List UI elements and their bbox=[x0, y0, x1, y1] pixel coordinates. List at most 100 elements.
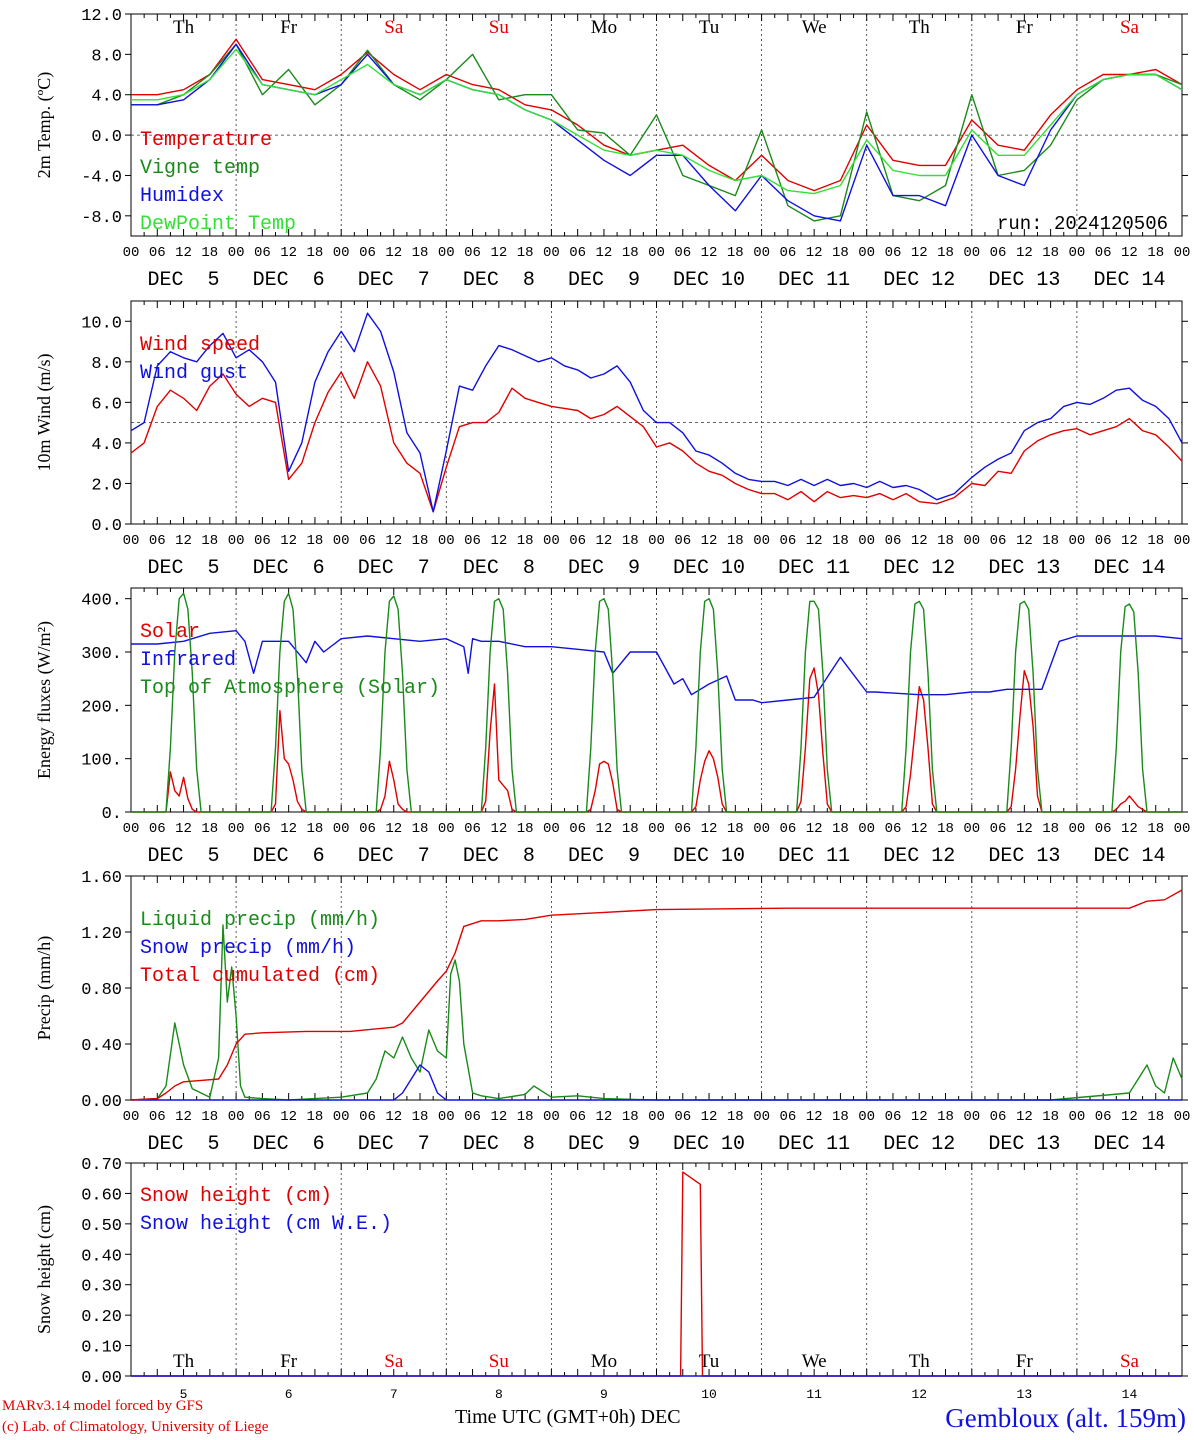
x-hour-label: 00 bbox=[333, 245, 350, 261]
x-hour-label: 18 bbox=[201, 245, 218, 261]
x-hour-label: 18 bbox=[517, 245, 534, 261]
x-hour-label: 06 bbox=[779, 1109, 796, 1125]
x-hour-label: 00 bbox=[858, 1109, 875, 1125]
x-hour-label: 00 bbox=[123, 821, 140, 837]
x-hour-label: 12 bbox=[175, 821, 192, 837]
x-hour-label: 00 bbox=[963, 1109, 980, 1125]
panel-snow: 0.00 0.10 0.20 0.30 0.40 0.50 0.60 0.70 Snow hei… bbox=[34, 1156, 1188, 1402]
x-date-label: DEC 9 bbox=[568, 1133, 640, 1156]
y-tick-label: 0.10 bbox=[81, 1339, 122, 1358]
x-hour-label: 06 bbox=[464, 533, 481, 549]
x-date-label: DEC 11 bbox=[778, 557, 850, 580]
legend-entry: Wind gust bbox=[140, 362, 248, 385]
x-date-label: DEC 14 bbox=[1093, 269, 1165, 292]
y-axis-label: 2m Temp. (ºC) bbox=[34, 72, 55, 178]
x-hour-label: 00 bbox=[648, 533, 665, 549]
x-hour-label: 18 bbox=[937, 821, 954, 837]
x-hour-label: 12 bbox=[806, 245, 823, 261]
x-hour-label: 12 bbox=[490, 1109, 507, 1125]
x-day-number: 5 bbox=[180, 1387, 188, 1402]
x-hour-label: 18 bbox=[832, 1109, 849, 1125]
x-hour-label: 00 bbox=[1174, 533, 1191, 549]
x-date-label: DEC 8 bbox=[463, 1133, 535, 1156]
x-date-label: DEC 11 bbox=[778, 1133, 850, 1156]
x-date-label: DEC 12 bbox=[883, 845, 955, 868]
x-hour-label: 18 bbox=[832, 245, 849, 261]
x-hour-label: 06 bbox=[990, 1109, 1007, 1125]
x-date-label: DEC 10 bbox=[673, 269, 745, 292]
weekday-label: Tu bbox=[699, 1351, 720, 1372]
x-hour-label: 00 bbox=[1068, 821, 1085, 837]
x-date-label: DEC 13 bbox=[988, 557, 1060, 580]
y-tick-label: 0. bbox=[102, 805, 122, 824]
weekday-label: Su bbox=[489, 1351, 510, 1372]
x-date-label: DEC 10 bbox=[673, 1133, 745, 1156]
x-hour-label: 12 bbox=[280, 821, 297, 837]
x-date-label: DEC 7 bbox=[358, 269, 430, 292]
y-tick-label: 300. bbox=[81, 645, 122, 664]
x-day-number: 13 bbox=[1017, 1387, 1033, 1402]
x-date-label: DEC 9 bbox=[568, 845, 640, 868]
x-hour-label: 00 bbox=[1068, 1109, 1085, 1125]
weekday-label: Sa bbox=[1120, 1351, 1140, 1372]
weekday-label: Th bbox=[909, 1351, 931, 1372]
x-hour-label: 12 bbox=[911, 533, 928, 549]
weekday-label: We bbox=[802, 1351, 827, 1372]
x-hour-label: 12 bbox=[175, 533, 192, 549]
x-hour-label: 18 bbox=[1042, 1109, 1059, 1125]
x-hour-label: 06 bbox=[569, 533, 586, 549]
x-hour-label: 06 bbox=[149, 821, 166, 837]
x-hour-label: 18 bbox=[412, 533, 429, 549]
x-hour-label: 12 bbox=[596, 245, 613, 261]
run-label: run: 2024120506 bbox=[997, 213, 1168, 235]
x-hour-label: 18 bbox=[727, 533, 744, 549]
y-tick-label: 400. bbox=[81, 592, 122, 611]
x-date-label: DEC 10 bbox=[673, 845, 745, 868]
x-hour-label: 12 bbox=[490, 533, 507, 549]
legend-entry: Snow precip (mm/h) bbox=[140, 937, 356, 960]
x-hour-label: 12 bbox=[596, 533, 613, 549]
x-hour-label: 00 bbox=[543, 821, 560, 837]
x-day-number: 10 bbox=[701, 1387, 717, 1402]
x-hour-label: 12 bbox=[490, 245, 507, 261]
y-tick-label: 0.30 bbox=[81, 1278, 122, 1297]
x-hour-label: 06 bbox=[1095, 533, 1112, 549]
x-hour-label: 00 bbox=[1068, 245, 1085, 261]
x-hour-label: 00 bbox=[963, 821, 980, 837]
x-date-label: DEC 7 bbox=[358, 1133, 430, 1156]
weekday-label: Sa bbox=[384, 17, 404, 38]
x-date-label: DEC 12 bbox=[883, 269, 955, 292]
x-hour-label: 12 bbox=[1121, 533, 1138, 549]
weekday-label: Fr bbox=[280, 1351, 298, 1372]
x-hour-label: 18 bbox=[1147, 245, 1164, 261]
x-hour-label: 12 bbox=[806, 533, 823, 549]
y-tick-label: 8.0 bbox=[91, 47, 122, 66]
x-hour-label: 06 bbox=[149, 245, 166, 261]
x-hour-label: 06 bbox=[569, 821, 586, 837]
x-hour-label: 18 bbox=[937, 533, 954, 549]
y-tick-label: 8.0 bbox=[91, 355, 122, 374]
x-hour-label: 00 bbox=[543, 245, 560, 261]
weekday-label: We bbox=[802, 17, 827, 38]
x-hour-label: 06 bbox=[885, 533, 902, 549]
x-hour-label: 18 bbox=[727, 245, 744, 261]
x-date-label: DEC 5 bbox=[148, 269, 220, 292]
x-hour-label: 18 bbox=[832, 533, 849, 549]
x-hour-label: 06 bbox=[464, 821, 481, 837]
y-axis-label: Snow height (cm) bbox=[34, 1205, 55, 1334]
x-hour-label: 00 bbox=[753, 821, 770, 837]
weekday-label: Fr bbox=[1016, 17, 1034, 38]
x-hour-label: 06 bbox=[464, 1109, 481, 1125]
series-line-wind-gust bbox=[130, 312, 1183, 513]
y-tick-label: 0.80 bbox=[81, 981, 122, 1000]
x-hour-label: 12 bbox=[596, 821, 613, 837]
x-hour-label: 12 bbox=[1016, 1109, 1033, 1125]
x-date-label: DEC 5 bbox=[148, 1133, 220, 1156]
x-hour-label: 00 bbox=[333, 1109, 350, 1125]
y-tick-label: -8.0 bbox=[81, 209, 122, 228]
x-date-label: DEC 13 bbox=[988, 845, 1060, 868]
legend-entry: Snow height (cm W.E.) bbox=[140, 1213, 392, 1236]
x-hour-label: 12 bbox=[701, 821, 718, 837]
x-hour-label: 06 bbox=[990, 821, 1007, 837]
